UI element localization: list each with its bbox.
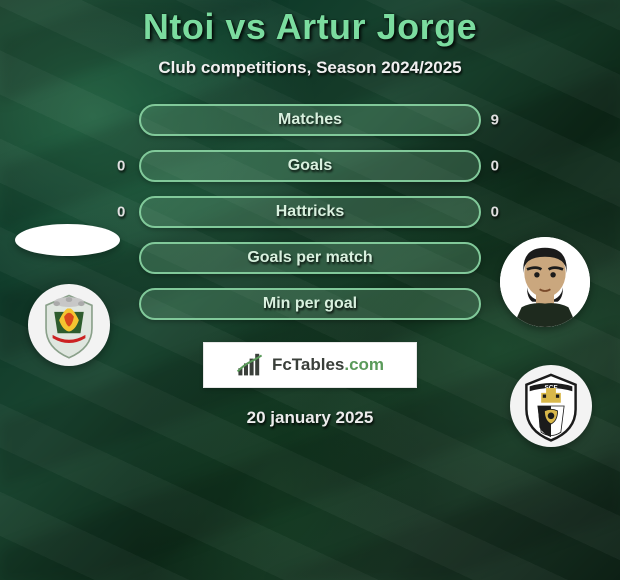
stat-label: Goals per match: [247, 249, 372, 267]
watermark: FcTables.com: [203, 342, 417, 388]
club-badge-right: SCF: [510, 365, 592, 447]
shield-icon: SCF: [510, 365, 592, 447]
stat-row-goals: 0 Goals 0: [139, 150, 481, 182]
avatar-icon: [500, 237, 590, 327]
stat-rows: Matches 9 0 Goals 0 0 Hattricks 0 Goals …: [139, 104, 481, 320]
stat-label: Min per goal: [263, 295, 357, 313]
club-badge-left: [28, 284, 110, 366]
subtitle: Club competitions, Season 2024/2025: [158, 58, 461, 78]
stats-area: SCF Matches 9 0 Goals 0: [0, 104, 620, 320]
page-title: Ntoi vs Artur Jorge: [143, 6, 477, 48]
stat-left-value: 0: [117, 204, 125, 221]
stat-row-matches: Matches 9: [139, 104, 481, 136]
stat-right-value: 0: [491, 204, 499, 221]
stat-label: Hattricks: [276, 203, 344, 221]
stat-right-value: 0: [491, 158, 499, 175]
stat-left-value: 0: [117, 158, 125, 175]
player-left-avatar: [15, 224, 120, 256]
stat-row-hattricks: 0 Hattricks 0: [139, 196, 481, 228]
watermark-brand: FcTables: [272, 355, 344, 374]
watermark-domain: .com: [344, 355, 384, 374]
stat-row-goals-per-match: Goals per match: [139, 242, 481, 274]
comparison-card: Ntoi vs Artur Jorge Club competitions, S…: [0, 0, 620, 580]
watermark-text: FcTables.com: [272, 355, 384, 375]
bars-icon: [236, 352, 268, 378]
stat-label: Matches: [278, 111, 342, 129]
shield-icon: [28, 284, 110, 366]
date: 20 january 2025: [247, 408, 374, 428]
player-right-avatar: [500, 237, 590, 327]
stat-label: Goals: [288, 157, 332, 175]
stat-right-value: 9: [491, 112, 499, 129]
stat-row-min-per-goal: Min per goal: [139, 288, 481, 320]
